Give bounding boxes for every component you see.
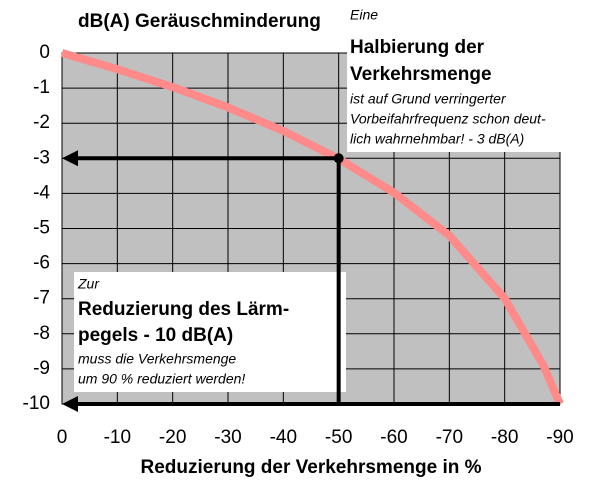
x-tick-label: -60 (380, 427, 407, 448)
annotation-box (74, 272, 346, 392)
x-axis-label: Reduzierung der Verkehrsmenge in % (140, 457, 481, 478)
x-tick-label: -30 (214, 427, 241, 448)
annotation-text: muss die Verkehrsmenge (78, 351, 236, 367)
annotation-text: lich wahrnehmbar! - 3 dB(A) (350, 131, 524, 147)
y-tick-label: -2 (33, 112, 50, 133)
x-tick-label: -50 (325, 427, 352, 448)
x-tick-label: -20 (159, 427, 186, 448)
annotation-text: Zur (77, 276, 100, 292)
y-tick-label: -10 (23, 393, 50, 414)
y-tick-label: -8 (33, 323, 50, 344)
y-tick-label: -7 (33, 288, 50, 309)
y-tick-label: -6 (33, 253, 50, 274)
arrow-head (62, 150, 78, 167)
x-tick-label: -70 (436, 427, 463, 448)
chart-title: dB(A) Geräuschminderung (78, 11, 321, 32)
y-tick-label: -5 (33, 218, 50, 239)
arrow-head (62, 396, 78, 412)
x-tick-label: -10 (104, 427, 131, 448)
x-tick-label: -40 (270, 427, 297, 448)
y-tick-label: 0 (39, 42, 50, 63)
y-tick-label: -4 (33, 182, 50, 203)
x-tick-label: 0 (57, 427, 68, 448)
annotation-text: Halbierung der (350, 37, 485, 58)
x-tick-label: -90 (546, 427, 573, 448)
annotation-text: um 90 % reduziert werden! (78, 371, 245, 387)
annotation-text: Eine (350, 7, 378, 23)
annotation-text: Verkehrsmenge (350, 64, 492, 85)
x-tick-label: -80 (491, 427, 518, 448)
annotation-text: ist auf Grund verringerter (350, 91, 507, 107)
annotation-text: Vorbeifahrfrequenz schon deut- (350, 111, 546, 127)
annotation-text: pegels - 10 dB(A) (78, 325, 233, 346)
y-tick-label: -9 (33, 358, 50, 379)
highlight-point (333, 153, 344, 164)
annotation-text: Reduzierung des Lärm- (78, 299, 289, 320)
y-tick-label: -1 (33, 77, 50, 98)
annotation-box (347, 30, 613, 152)
y-tick-label: -3 (33, 147, 50, 168)
